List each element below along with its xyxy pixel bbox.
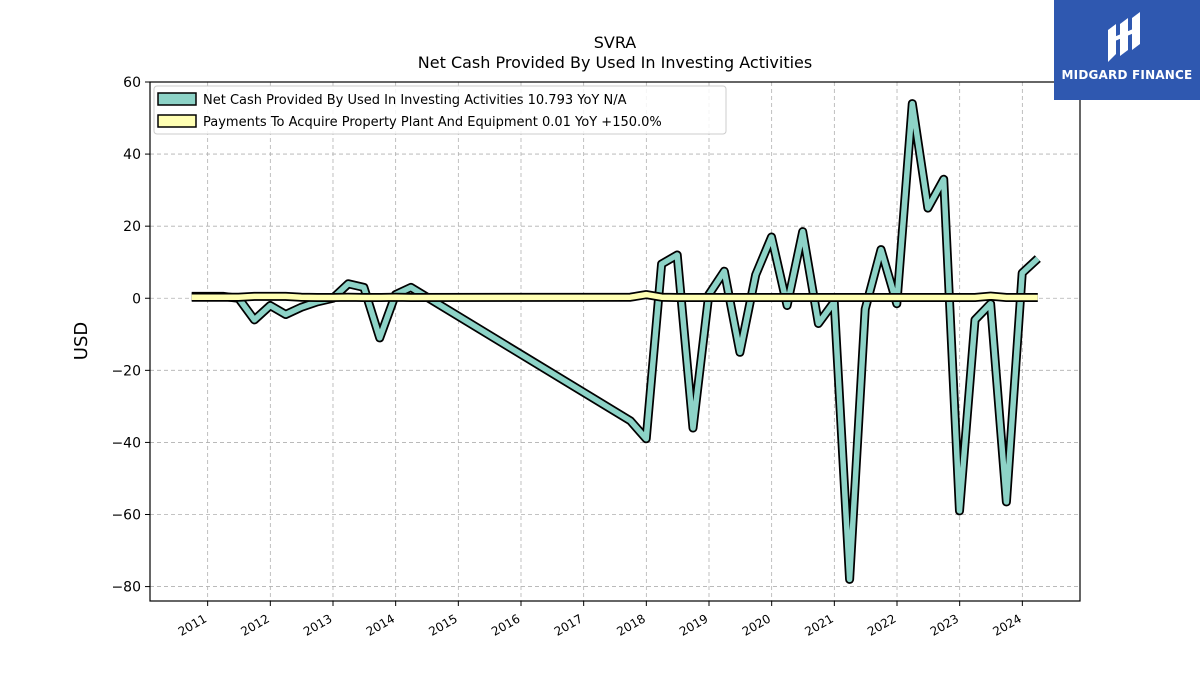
x-tick-label: 2019	[677, 611, 710, 638]
x-tick-label: 2016	[489, 611, 522, 638]
grid-lines	[150, 81, 1080, 601]
chart-subtitle: Net Cash Provided By Used In Investing A…	[418, 53, 812, 72]
y-tick-label: −60	[111, 508, 141, 524]
series-lines	[191, 99, 1041, 584]
x-tick-label: 2020	[740, 611, 773, 638]
brand-name: MIDGARD FINANCE	[1061, 68, 1193, 82]
y-axis-label: USD	[71, 322, 92, 360]
brand-logo: MIDGARD FINANCE	[1054, 0, 1200, 100]
y-tick-label: 60	[123, 75, 141, 91]
chart-title: SVRA	[594, 33, 637, 52]
x-tick-label: 2022	[865, 611, 898, 638]
x-axis: 2011 2012 2013 2014 2015 2016 2017 2018 2019 2020…	[176, 601, 1024, 639]
y-tick-label: 20	[123, 219, 141, 235]
legend: Net Cash Provided By Used In Investing A…	[153, 85, 727, 135]
legend-swatch-net-cash	[157, 92, 197, 106]
x-tick-label: 2013	[301, 611, 334, 638]
x-tick-label: 2015	[426, 611, 459, 638]
legend-swatch-capex	[157, 114, 197, 128]
y-tick-label: −40	[111, 435, 141, 451]
y-tick-label: −80	[111, 580, 141, 596]
x-tick-label: 2023	[928, 611, 961, 638]
y-tick-label: −20	[111, 363, 141, 379]
y-tick-label: 0	[132, 291, 141, 307]
legend-label-capex: Payments To Acquire Property Plant And E…	[203, 115, 662, 130]
series-line-capex-payments	[191, 291, 1038, 301]
x-tick-label: 2021	[802, 611, 835, 638]
legend-label-net-cash: Net Cash Provided By Used In Investing A…	[203, 93, 627, 108]
y-tick-label: 40	[123, 147, 141, 163]
x-tick-label: 2012	[238, 611, 271, 638]
legend-frame	[153, 85, 727, 135]
midgard-finance-logo-icon	[1108, 12, 1140, 62]
plot-area-frame	[149, 81, 1081, 602]
x-tick-label: 2011	[176, 611, 209, 638]
x-tick-label: 2018	[614, 611, 647, 638]
series-line-outline-net-cash-investing	[191, 99, 1041, 584]
x-tick-label: 2014	[364, 611, 397, 638]
x-tick-label: 2017	[552, 611, 585, 638]
x-tick-label: 2024	[990, 611, 1023, 638]
series-line-net-cash-investing	[191, 100, 1040, 583]
y-axis: 60 40 20 0 −20 −40 −60 −80	[111, 75, 150, 596]
